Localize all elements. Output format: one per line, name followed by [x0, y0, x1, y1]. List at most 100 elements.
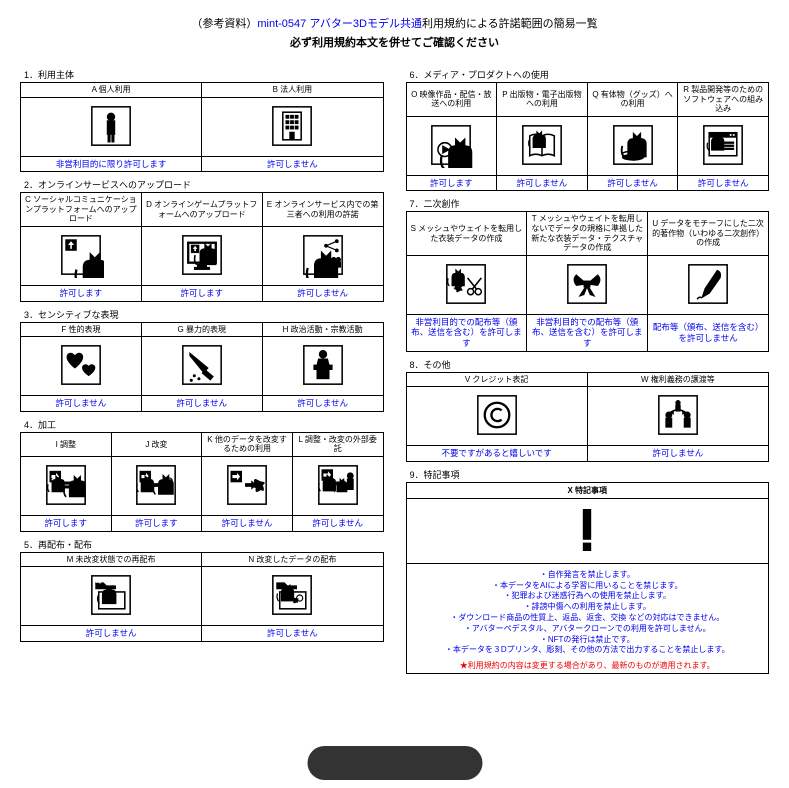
video-cat-icon: [428, 122, 474, 168]
note-item: ・NFTの発行は禁止です。: [415, 635, 761, 646]
transfer-icon: [655, 392, 701, 438]
section2-table: C ソーシャルコミュニケーションプラットフォームへのアップロード D オンライン…: [20, 192, 384, 301]
note-item: ・自作発言を禁止します。: [415, 570, 761, 581]
cell-E-status: 許可しません: [262, 286, 383, 302]
cell-F-label: F 性的表現: [21, 322, 142, 337]
delegate-icon: [315, 462, 361, 508]
cell-U-status: 配布等（頒布、送信を含む）を許可しません: [648, 314, 769, 351]
section4-table: I 調整 J 改変 K 他のデータを改変するための利用 L 調整・改変の外部委託…: [20, 432, 384, 532]
cell-A-label: A 個人利用: [21, 83, 202, 98]
cell-D-status: 許可します: [141, 286, 262, 302]
knife-icon: [179, 342, 225, 388]
cell-P-label: P 出版物・電子出版物への利用: [497, 83, 588, 117]
upload-cat-icon: [58, 232, 104, 278]
cell-S-status: 非営利目的での配布等（頒布、送信を含む）を許可します: [406, 314, 527, 351]
note-item: ・誹謗中傷への利用を禁止します。: [415, 602, 761, 613]
note-item: ・本データをAIによる学習に用いることを禁じます。: [415, 581, 761, 592]
cell-J-label: J 改変: [111, 432, 202, 456]
page-subtitle: 必ず利用規約本文を併せてご確認ください: [20, 34, 769, 50]
note-item: ・犯罪および迷惑行為への使用を禁止します。: [415, 591, 761, 602]
section4-title: 4．加工: [24, 418, 384, 431]
podium-icon: [300, 342, 346, 388]
cell-T-status: 非営利目的での配布等（頒布、送信を含む）を許可します: [527, 314, 648, 351]
section5-title: 5．再配布・配布: [24, 538, 384, 551]
book-cat-icon: [519, 122, 565, 168]
note-item: ・本データを３Dプリンタ、彫刻、その他の方法で出力することを禁止します。: [415, 645, 761, 656]
cell-H-status: 許可しません: [262, 396, 383, 412]
note-item: ・アバターペデスタル、アバタークローンでの利用を許可しません。: [415, 624, 761, 635]
goods-cat-icon: [610, 122, 656, 168]
cell-U-label: U データをモチーフにした二次的著作物（いわゆる二次創作）の作成: [648, 212, 769, 255]
cell-G-status: 許可しません: [141, 396, 262, 412]
section7-title: 7．二次創作: [410, 197, 770, 210]
share-cat-icon: [300, 232, 346, 278]
window-cat-icon: [700, 122, 746, 168]
cell-L-status: 許可しません: [292, 516, 383, 532]
notes-footer: ★利用規約の内容は変更する場合があり、最新のものが適用されます。: [409, 660, 767, 671]
cell-L-label: L 調整・改変の外部委託: [292, 432, 383, 456]
cell-J-status: 許可します: [111, 516, 202, 532]
cell-H-label: H 政治活動・宗教活動: [262, 322, 383, 337]
section1-table: A 個人利用 B 法人利用 非営利目的に限り許可します 許可しません: [20, 82, 384, 172]
section3-title: 3．センシティブな表現: [24, 308, 384, 321]
cell-K-status: 許可しません: [202, 516, 293, 532]
cell-N-label: N 改変したデータの配布: [202, 552, 383, 567]
folder-mod-icon: [269, 572, 315, 618]
cell-S-label: S メッシュやウェイトを転用した衣装データの作成: [406, 212, 527, 255]
cell-B-label: B 法人利用: [202, 83, 383, 98]
note-item: ・ダウンロード商品の性質上、返品、返金、交換 などの対応はできません。: [415, 613, 761, 624]
page-title: （参考資料）mint-0547 アバター3Dモデル共通利用規約による許諾範囲の簡…: [20, 15, 769, 31]
building-icon: [269, 103, 315, 149]
cell-R-status: 許可しません: [678, 175, 769, 191]
section6-table: O 映像作品・配信・放送への利用 P 出版物・電子出版物への利用 Q 有体物（グ…: [406, 82, 770, 191]
cell-K-label: K 他のデータを改変するための利用: [202, 432, 293, 456]
cell-M-status: 許可しません: [21, 626, 202, 642]
bow-icon: [224, 462, 270, 508]
cell-Q-label: Q 有体物（グッズ）への利用: [587, 83, 678, 117]
cell-T-label: T メッシュやウェイトを転用しないでデータの規格に準拠した新たな衣装データ・テク…: [527, 212, 648, 255]
cell-O-label: O 映像作品・配信・放送への利用: [406, 83, 497, 117]
section8-title: 8．その他: [410, 358, 770, 371]
section6-title: 6．メディア・プロダクトへの使用: [410, 68, 770, 81]
modify-icon: [133, 462, 179, 508]
monitor-cat-icon: [179, 232, 225, 278]
cell-M-label: M 未改変状態での再配布: [21, 552, 202, 567]
person-icon: [88, 103, 134, 149]
cell-V-status: 不要ですがあると嬉しいです: [406, 446, 587, 462]
cell-B-status: 許可しません: [202, 156, 383, 172]
section9-table: X 特記事項 ・自作発言を禁止します。 ・本データをAIによる学習に用いることを…: [406, 482, 770, 674]
section9-title: 9．特記事項: [410, 468, 770, 481]
cell-P-status: 許可しません: [497, 175, 588, 191]
big-bow-icon: [564, 261, 610, 307]
cell-E-label: E オンラインサービス内での第三者への利用の許諾: [262, 193, 383, 227]
folder-redo-icon: [88, 572, 134, 618]
notes-list: ・自作発言を禁止します。 ・本データをAIによる学習に用いることを禁じます。 ・…: [409, 566, 767, 660]
section1-title: 1．利用主体: [24, 68, 384, 81]
bottom-pill: [307, 746, 482, 780]
section3-table: F 性的表現 G 暴力的表現 H 政治活動・宗教活動 許可しません 許可しません…: [20, 322, 384, 412]
exclaim-icon: [559, 502, 615, 558]
cell-V-label: V クレジット表記: [406, 372, 587, 387]
cell-R-label: R 製品開発等のためのソフトウェアへの組み込み: [678, 83, 769, 117]
cell-W-status: 許可しません: [587, 446, 768, 462]
pen-icon: [685, 261, 731, 307]
cell-D-label: D オンラインゲームプラットフォームへのアップロード: [141, 193, 262, 227]
cell-A-status: 非営利目的に限り許可します: [21, 156, 202, 172]
cell-W-label: W 権利義務の譲渡等: [587, 372, 768, 387]
scissors-icon: [443, 261, 489, 307]
cell-I-status: 許可します: [21, 516, 112, 532]
cell-C-status: 許可します: [21, 286, 142, 302]
cell-O-status: 許可します: [406, 175, 497, 191]
section8-table: V クレジット表記 W 権利義務の譲渡等 不要ですがあると嬉しいです 許可しませ…: [406, 372, 770, 462]
hearts-icon: [58, 342, 104, 388]
adjust-icon: [43, 462, 89, 508]
cell-F-status: 許可しません: [21, 396, 142, 412]
cell-Q-status: 許可しません: [587, 175, 678, 191]
section5-table: M 未改変状態での再配布 N 改変したデータの配布 許可しません 許可しません: [20, 552, 384, 642]
section7-table: S メッシュやウェイトを転用した衣装データの作成 T メッシュやウェイトを転用し…: [406, 211, 770, 351]
cell-X-label: X 特記事項: [406, 482, 769, 498]
cell-N-status: 許可しません: [202, 626, 383, 642]
cell-I-label: I 調整: [21, 432, 112, 456]
section2-title: 2．オンラインサービスへのアップロード: [24, 178, 384, 191]
cell-C-label: C ソーシャルコミュニケーションプラットフォームへのアップロード: [21, 193, 142, 227]
